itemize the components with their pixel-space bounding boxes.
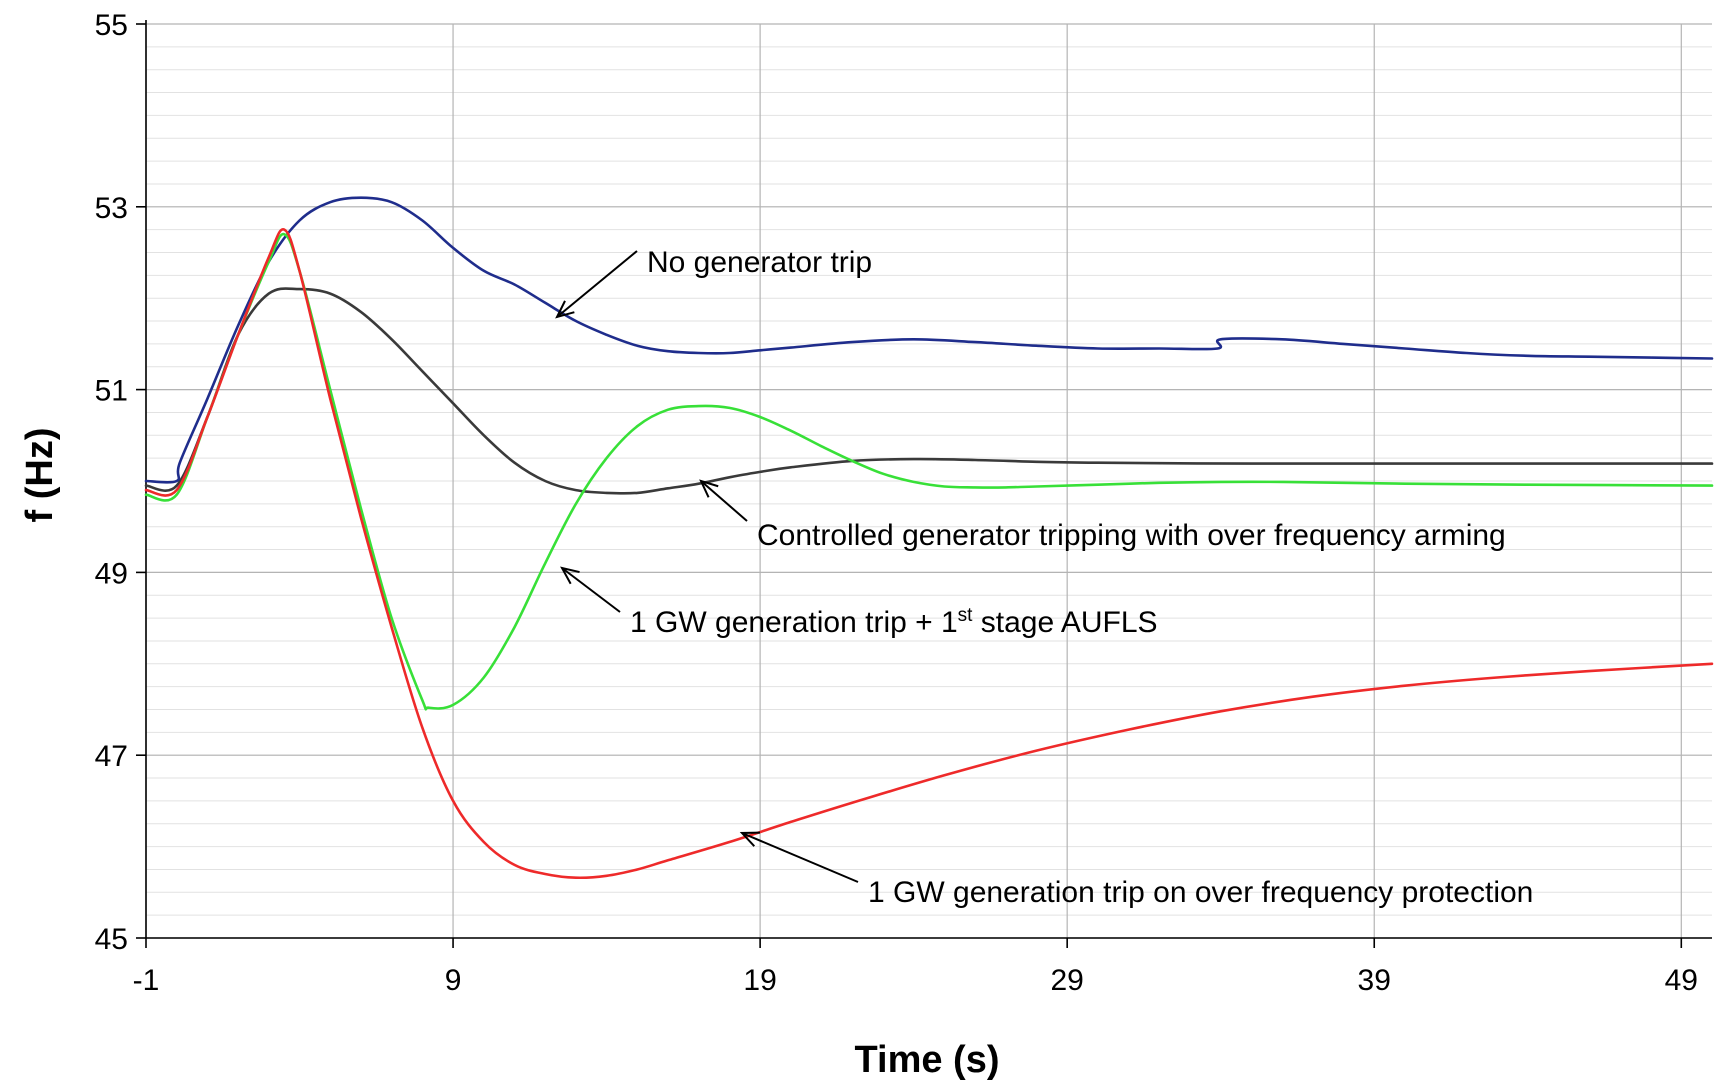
series-line-controlled (144, 287, 1714, 495)
y-tick-label: 53 (95, 192, 128, 225)
series-line-no_trip (144, 196, 1714, 484)
x-tick-label: -1 (133, 964, 160, 997)
annotation-arrow (561, 567, 621, 613)
x-axis-title: Time (s) (854, 1039, 999, 1081)
annotation-label: No generator trip (647, 246, 872, 279)
annotation-label: 1 GW generation trip + 1st stage AUFLS (630, 605, 1158, 639)
annotation-arrow (700, 480, 748, 522)
x-tick-label: 19 (743, 964, 776, 997)
annotations: No generator trip Controlled generator tr… (555, 246, 1533, 909)
y-tick-label: 49 (95, 557, 128, 590)
y-tick-label: 47 (95, 740, 128, 773)
x-tick-label: 9 (445, 964, 462, 997)
annotation-arrowhead (739, 831, 761, 847)
y-tick-label: 51 (95, 375, 128, 408)
grid (145, 23, 1712, 939)
x-tick-label: 29 (1050, 964, 1083, 997)
y-tick-label: 45 (95, 923, 128, 956)
axes (136, 20, 1712, 948)
y-axis-title: f (Hz) (19, 428, 61, 523)
annotation-arrow (556, 250, 638, 318)
annotation-label: Controlled generator tripping with over … (757, 519, 1506, 552)
annotation-arrowhead (555, 300, 575, 319)
tick-labels: 45 47 49 51 53 55 -1 9 19 29 39 49 (95, 9, 1698, 997)
series-line-ofp (144, 228, 1714, 880)
x-tick-label: 39 (1358, 964, 1391, 997)
series-lines (144, 196, 1714, 880)
annotation-arrowhead (699, 479, 719, 498)
annotation-arrowhead (560, 566, 580, 585)
x-tick-label: 49 (1665, 964, 1698, 997)
annotation-arrow (741, 832, 859, 883)
annotation-label: 1 GW generation trip on over frequency p… (868, 876, 1533, 909)
y-tick-label: 55 (95, 9, 128, 42)
